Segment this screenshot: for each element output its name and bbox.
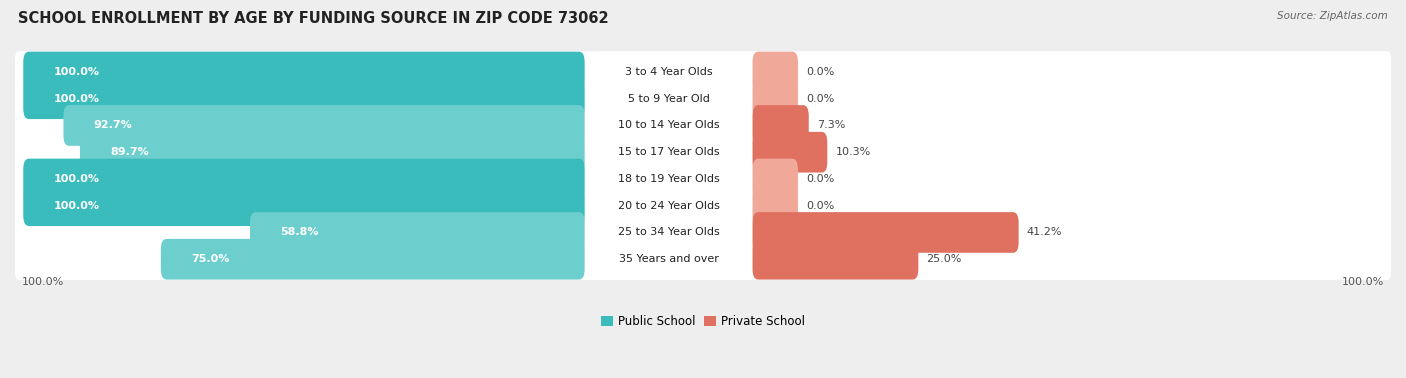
FancyBboxPatch shape [15, 158, 1391, 200]
Text: 75.0%: 75.0% [191, 254, 229, 264]
FancyBboxPatch shape [250, 212, 585, 253]
Text: 10 to 14 Year Olds: 10 to 14 Year Olds [617, 121, 720, 130]
FancyBboxPatch shape [15, 51, 1391, 93]
FancyBboxPatch shape [752, 159, 799, 199]
Text: 3 to 4 Year Olds: 3 to 4 Year Olds [624, 67, 713, 77]
FancyBboxPatch shape [752, 132, 827, 173]
Text: 92.7%: 92.7% [94, 121, 132, 130]
FancyBboxPatch shape [15, 78, 1391, 119]
FancyBboxPatch shape [15, 132, 1391, 173]
FancyBboxPatch shape [752, 185, 799, 226]
FancyBboxPatch shape [24, 185, 585, 226]
Legend: Public School, Private School: Public School, Private School [596, 311, 810, 333]
FancyBboxPatch shape [752, 212, 1019, 253]
FancyBboxPatch shape [63, 105, 585, 146]
Text: 10.3%: 10.3% [835, 147, 870, 157]
Text: 25 to 34 Year Olds: 25 to 34 Year Olds [617, 228, 720, 237]
Text: 100.0%: 100.0% [53, 201, 100, 211]
Text: 20 to 24 Year Olds: 20 to 24 Year Olds [617, 201, 720, 211]
Text: 7.3%: 7.3% [817, 121, 845, 130]
FancyBboxPatch shape [752, 105, 808, 146]
Text: 0.0%: 0.0% [806, 174, 834, 184]
Text: 35 Years and over: 35 Years and over [619, 254, 718, 264]
Text: 100.0%: 100.0% [53, 94, 100, 104]
FancyBboxPatch shape [752, 239, 918, 280]
FancyBboxPatch shape [15, 239, 1391, 280]
Text: 89.7%: 89.7% [110, 147, 149, 157]
Text: 15 to 17 Year Olds: 15 to 17 Year Olds [617, 147, 720, 157]
Text: Source: ZipAtlas.com: Source: ZipAtlas.com [1277, 11, 1388, 21]
FancyBboxPatch shape [160, 239, 585, 280]
FancyBboxPatch shape [24, 52, 585, 92]
FancyBboxPatch shape [15, 105, 1391, 146]
Text: 0.0%: 0.0% [806, 67, 834, 77]
FancyBboxPatch shape [15, 212, 1391, 253]
Text: 0.0%: 0.0% [806, 201, 834, 211]
FancyBboxPatch shape [15, 185, 1391, 226]
FancyBboxPatch shape [752, 52, 799, 92]
Text: 41.2%: 41.2% [1026, 228, 1063, 237]
FancyBboxPatch shape [80, 132, 585, 173]
Text: SCHOOL ENROLLMENT BY AGE BY FUNDING SOURCE IN ZIP CODE 73062: SCHOOL ENROLLMENT BY AGE BY FUNDING SOUR… [18, 11, 609, 26]
FancyBboxPatch shape [752, 78, 799, 119]
Text: 100.0%: 100.0% [53, 174, 100, 184]
Text: 100.0%: 100.0% [22, 277, 65, 287]
Text: 58.8%: 58.8% [280, 228, 319, 237]
FancyBboxPatch shape [24, 159, 585, 199]
Text: 25.0%: 25.0% [927, 254, 962, 264]
FancyBboxPatch shape [24, 78, 585, 119]
Text: 5 to 9 Year Old: 5 to 9 Year Old [627, 94, 710, 104]
Text: 0.0%: 0.0% [806, 94, 834, 104]
Text: 100.0%: 100.0% [1341, 277, 1384, 287]
Text: 100.0%: 100.0% [53, 67, 100, 77]
Text: 18 to 19 Year Olds: 18 to 19 Year Olds [617, 174, 720, 184]
